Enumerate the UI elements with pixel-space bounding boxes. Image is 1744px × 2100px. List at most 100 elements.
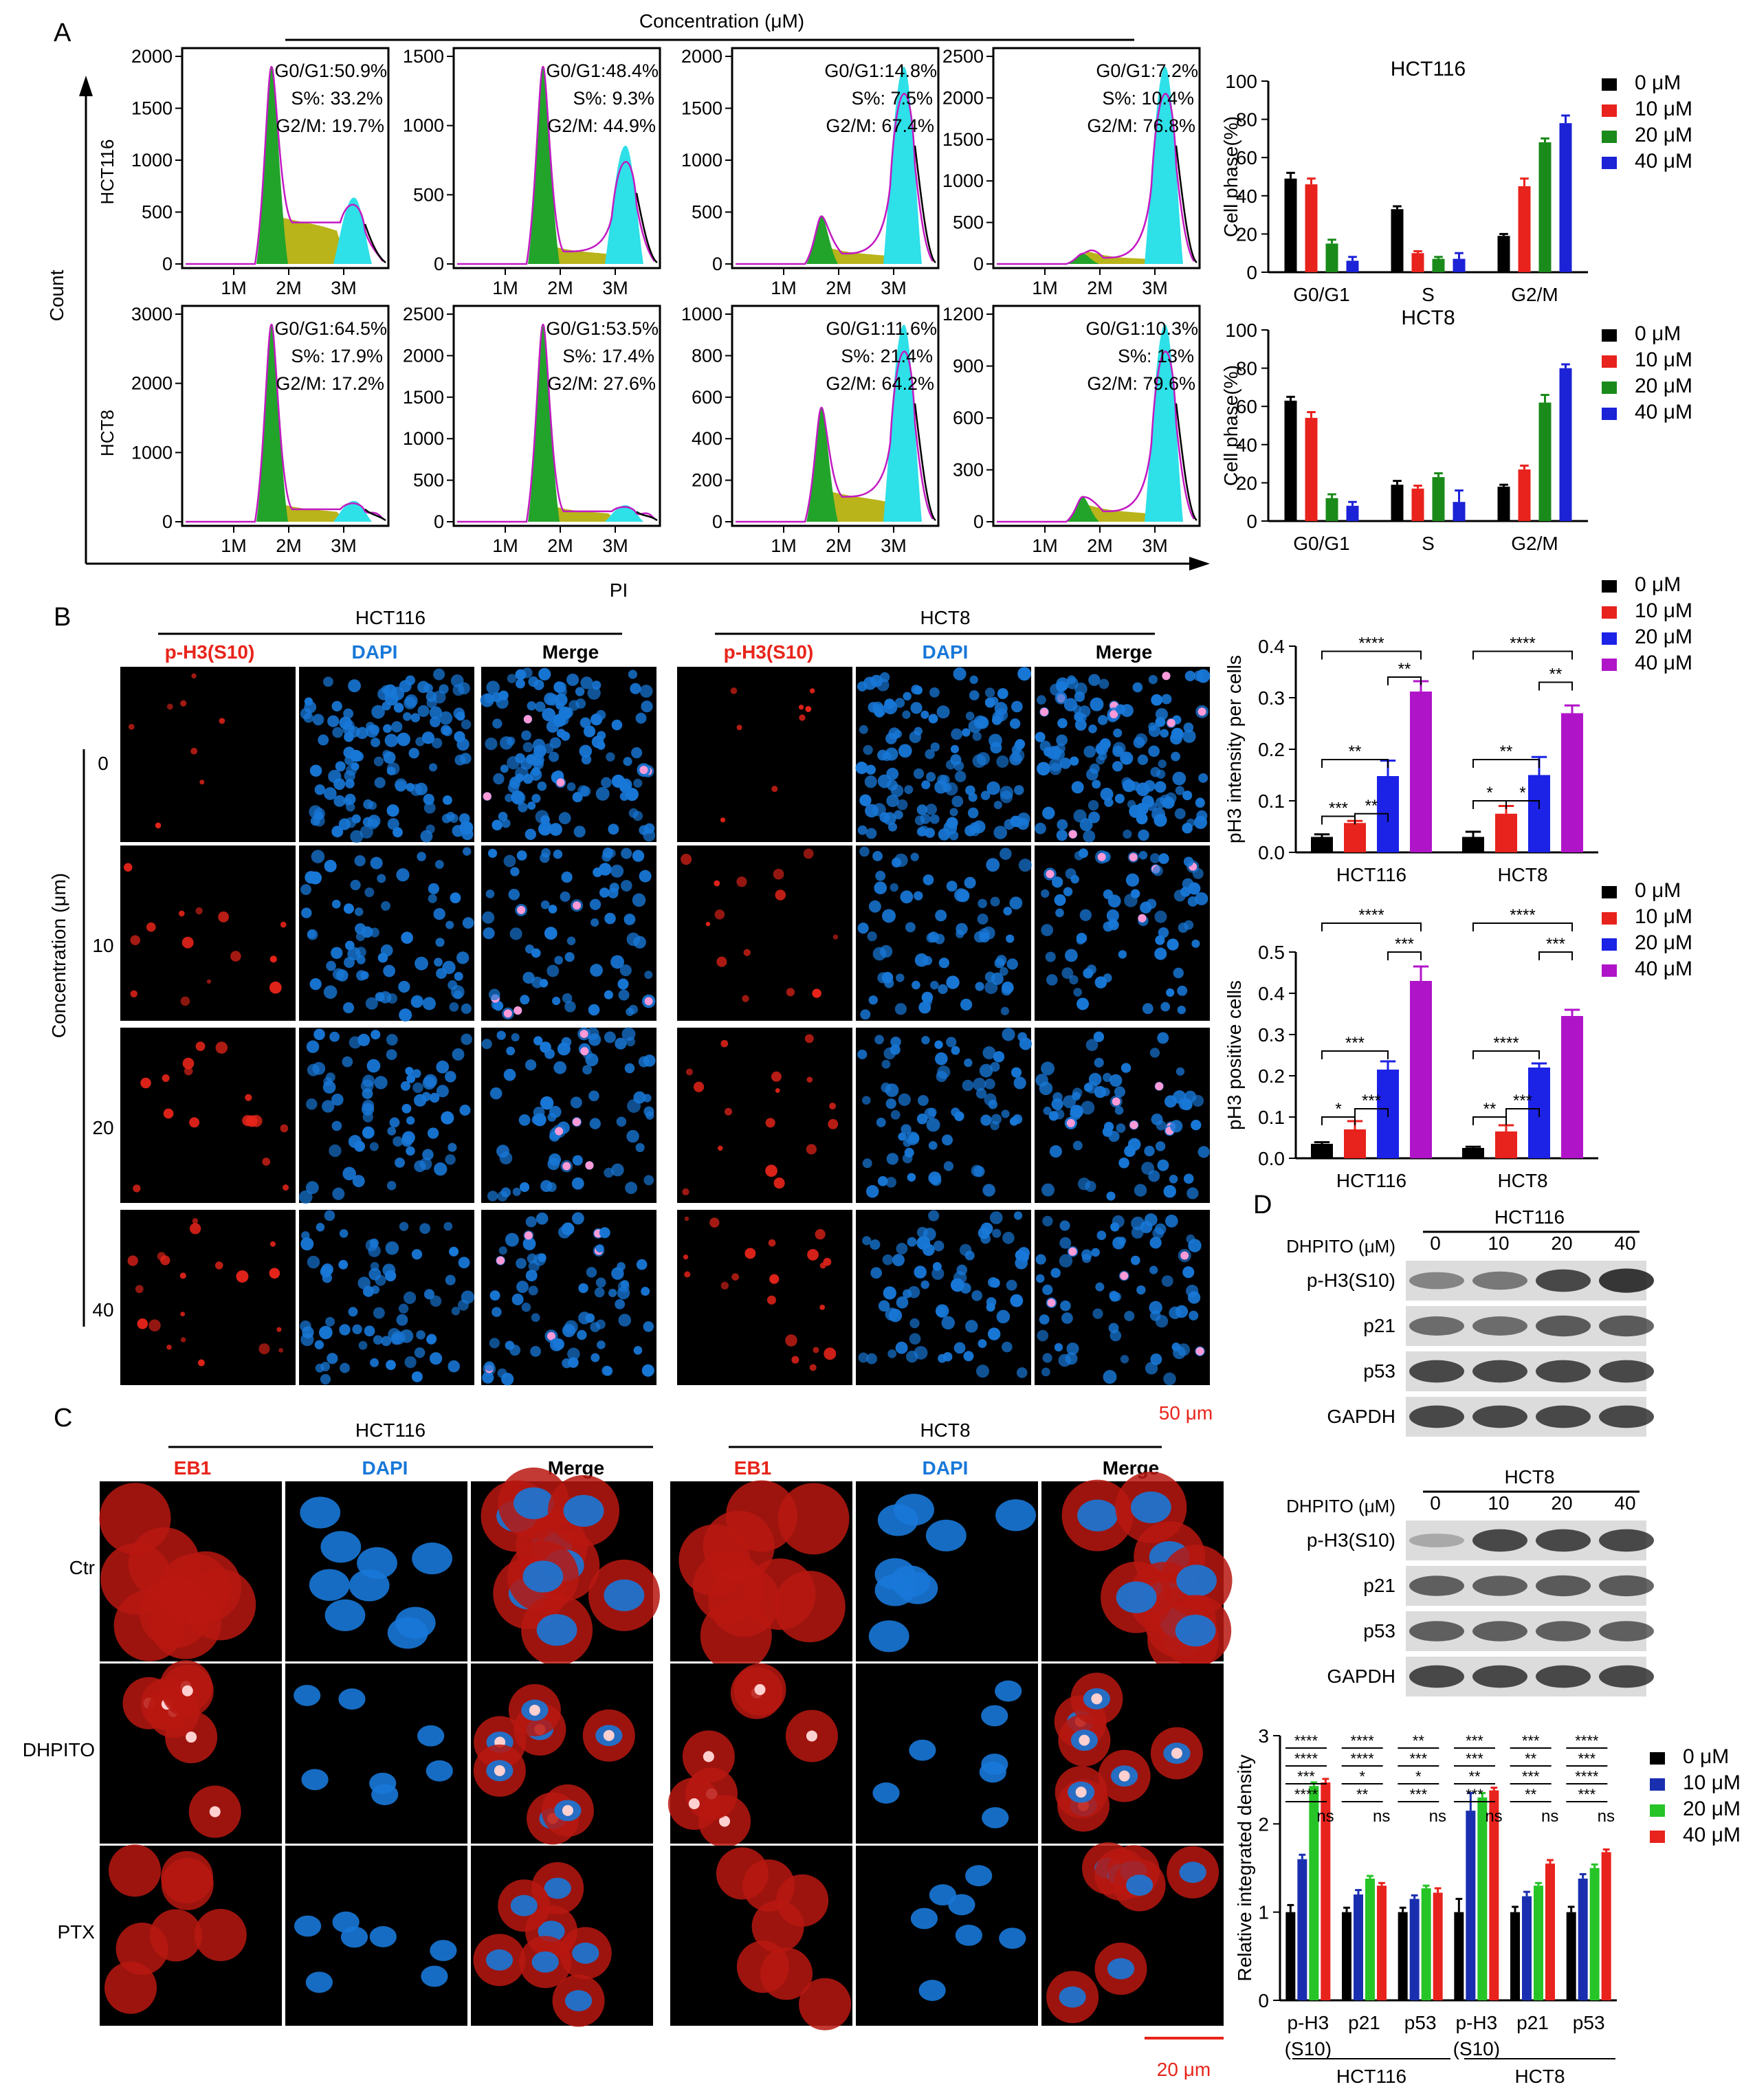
nucleus bbox=[1182, 1266, 1195, 1279]
nucleus bbox=[549, 1153, 562, 1166]
nucleus bbox=[549, 751, 560, 762]
nucleus bbox=[900, 890, 914, 904]
merge-spot bbox=[1155, 1082, 1164, 1091]
nucleus bbox=[1149, 1301, 1162, 1315]
legend-label: 10 μM bbox=[1635, 599, 1692, 622]
red-spot bbox=[720, 1281, 729, 1290]
red-spot bbox=[180, 1337, 186, 1342]
nucleus bbox=[1002, 981, 1014, 994]
nucleus bbox=[368, 1244, 381, 1257]
panel-c-scale-text: 20 μm bbox=[1157, 2059, 1211, 2080]
nucleus bbox=[1010, 718, 1021, 729]
nucleus bbox=[399, 1222, 409, 1231]
cell-body bbox=[716, 1847, 769, 1900]
nucleus bbox=[1148, 674, 1158, 685]
nucleus bbox=[905, 1350, 918, 1363]
nucleus bbox=[379, 991, 392, 1004]
histogram-g1-peak bbox=[806, 407, 838, 522]
bracket-line bbox=[1387, 676, 1422, 685]
nucleus bbox=[505, 793, 514, 802]
nucleus bbox=[1083, 1083, 1093, 1092]
nucleus bbox=[540, 852, 550, 863]
panel-b-row-0: 0 bbox=[98, 753, 109, 774]
histogram-g1-text: G0/G1:64.5% bbox=[274, 318, 387, 339]
merge-spot bbox=[639, 766, 648, 775]
nucleus bbox=[965, 1320, 978, 1333]
panel-b-channel-ph3-1: p-H3(S10) bbox=[165, 641, 255, 663]
nucleus bbox=[306, 1098, 318, 1110]
histogram-xtick-label: 2M bbox=[547, 278, 573, 298]
red-spot bbox=[179, 910, 185, 917]
microscopy-b-tile bbox=[481, 845, 656, 1021]
nucleus bbox=[435, 938, 445, 947]
legend-label: 0 μM bbox=[1635, 71, 1681, 94]
nucleus bbox=[643, 1175, 654, 1186]
bar-rect bbox=[1534, 1886, 1543, 2000]
histogram-ytick-label: 1000 bbox=[681, 150, 722, 170]
nucleus bbox=[531, 793, 541, 804]
nucleus bbox=[890, 1109, 901, 1120]
bar-rect bbox=[1321, 1782, 1331, 2000]
nucleus bbox=[369, 1142, 379, 1151]
nucleus bbox=[902, 710, 911, 719]
nucleus bbox=[1163, 1372, 1176, 1386]
bar-rect bbox=[1284, 178, 1297, 272]
density-group-label: (S10) bbox=[1453, 2038, 1500, 2059]
bar-y-label: Relative integrated density bbox=[1234, 1755, 1255, 1982]
nucleus bbox=[619, 778, 632, 792]
nucleus bbox=[1154, 947, 1167, 960]
nucleus bbox=[601, 852, 612, 862]
nucleus bbox=[1154, 910, 1167, 923]
bar-ytick-label: 0.3 bbox=[1258, 687, 1285, 709]
nucleus bbox=[1183, 1173, 1194, 1184]
cell-body bbox=[773, 1571, 846, 1643]
nucleus bbox=[484, 1361, 495, 1371]
nucleus bbox=[1114, 793, 1125, 804]
nucleus bbox=[902, 1153, 913, 1164]
histogram-ytick-label: 1200 bbox=[942, 304, 984, 324]
histogram-s-text: S%: 21.4% bbox=[841, 346, 933, 366]
bracket-stars: ** bbox=[1483, 1100, 1497, 1118]
nucleus bbox=[410, 995, 423, 1008]
nucleus bbox=[882, 909, 896, 923]
nucleus bbox=[302, 1326, 314, 1339]
nucleus bbox=[601, 777, 612, 788]
nucleus bbox=[331, 1120, 342, 1131]
nucleus bbox=[938, 958, 949, 969]
nucleus bbox=[1160, 729, 1169, 738]
histogram-xtick-label: 1M bbox=[1032, 278, 1058, 298]
cell-body bbox=[109, 1844, 162, 1897]
panel-c-row-dhpito: DHPITO bbox=[23, 1739, 95, 1760]
bar-rect bbox=[1589, 1868, 1600, 2000]
histogram-data-curve bbox=[914, 145, 936, 264]
bar-rect bbox=[1522, 1896, 1532, 2000]
merge-spot bbox=[1047, 1298, 1056, 1307]
nucleus bbox=[533, 738, 546, 751]
nucleus bbox=[452, 684, 465, 696]
bar-ytick-label: 0 bbox=[1246, 262, 1257, 283]
nucleus bbox=[481, 1039, 492, 1050]
nucleus bbox=[322, 1100, 335, 1113]
bracket-line bbox=[1321, 1116, 1356, 1125]
red-spot bbox=[775, 889, 786, 900]
blot-band bbox=[1409, 1272, 1464, 1290]
bar-rect bbox=[1433, 1892, 1443, 2000]
bracket-stars: **** bbox=[1358, 906, 1384, 925]
nucleus bbox=[1090, 697, 1104, 711]
nucleus bbox=[404, 1356, 417, 1369]
nucleus bbox=[1154, 781, 1167, 793]
nucleus bbox=[422, 997, 436, 1010]
histogram-ytick-label: 900 bbox=[953, 356, 984, 377]
nucleus bbox=[412, 1082, 423, 1094]
nucleus bbox=[898, 744, 912, 758]
nucleus bbox=[423, 683, 433, 693]
nucleus bbox=[371, 738, 381, 748]
nucleus bbox=[1072, 1087, 1083, 1098]
nucleus bbox=[1041, 1061, 1055, 1076]
nucleus bbox=[486, 681, 500, 694]
nucleus bbox=[1046, 746, 1060, 760]
nucleus bbox=[324, 859, 337, 872]
nucleus bbox=[597, 1340, 606, 1349]
nucleus bbox=[505, 1340, 515, 1350]
